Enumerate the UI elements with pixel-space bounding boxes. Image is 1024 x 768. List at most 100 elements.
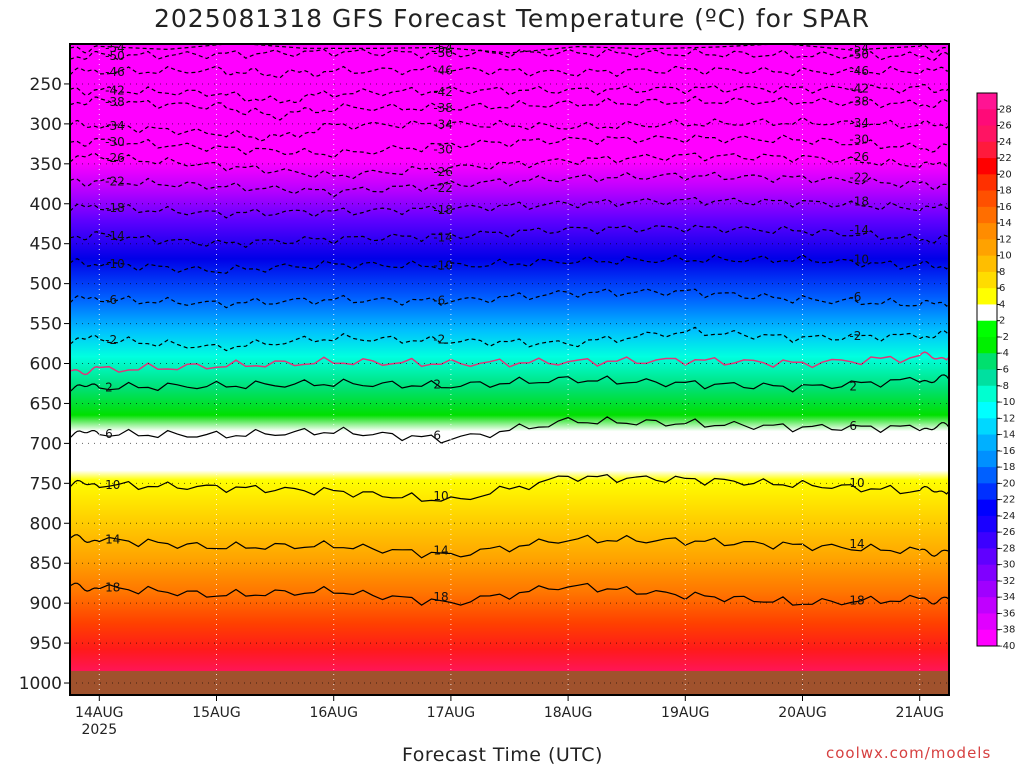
contour-label: -34 [433, 118, 453, 132]
colorbar-swatch [977, 369, 997, 387]
colorbar-label: -16 [999, 446, 1015, 457]
y-tick-label: 300 [30, 115, 62, 135]
contour-label: -22 [849, 170, 869, 184]
x-tick-label: 16AUG [309, 705, 358, 721]
colorbar-swatch [977, 320, 997, 338]
y-tick-label: 650 [30, 394, 62, 414]
contour-label: 14 [849, 537, 864, 551]
y-tick-label: 1000 [19, 674, 62, 694]
x-tick-label: 15AUG [192, 705, 241, 721]
contour-label: 10 [105, 478, 120, 492]
colorbar-swatch [977, 353, 997, 370]
contour-line [70, 134, 949, 159]
colorbar-swatch [977, 499, 997, 517]
y-tick-label: 500 [30, 275, 62, 295]
contour-label: 2 [105, 380, 113, 394]
contour-label: -30 [849, 132, 869, 146]
colorbar-swatch [977, 515, 997, 533]
colorbar-swatch [977, 532, 997, 549]
contour-label: -34 [849, 116, 869, 130]
contour-label: -42 [105, 83, 125, 97]
contour-label: 2 [433, 378, 441, 392]
contour-label: -10 [849, 253, 869, 267]
contour-label: 10 [433, 489, 448, 503]
colorbar-swatch [977, 223, 997, 240]
contour-label: 14 [105, 533, 120, 547]
y-tick-label: 450 [30, 235, 62, 255]
contour-label: -2 [433, 333, 445, 347]
colorbar-swatch [977, 158, 997, 175]
colorbar-label: -18 [999, 462, 1015, 473]
contour-label: -26 [849, 150, 869, 164]
colorbar-swatch [977, 206, 997, 224]
colorbar-label: -36 [999, 608, 1015, 619]
contour-line [70, 171, 949, 198]
contour-label: -6 [849, 290, 861, 304]
colorbar-swatch [977, 174, 997, 192]
colorbar-swatch [977, 304, 997, 322]
colorbar-label: -22 [999, 495, 1015, 506]
colorbar-swatch [977, 597, 997, 614]
colorbar-swatch [977, 450, 997, 468]
x-tick-label: 17AUG [427, 705, 476, 721]
colorbar-swatch [977, 613, 997, 631]
contour-label: -22 [433, 181, 453, 195]
colorbar-swatch [977, 141, 997, 159]
colorbar-label: -34 [999, 592, 1015, 603]
contour-line [70, 374, 949, 393]
colorbar-swatch [977, 548, 997, 566]
colorbar-swatch [977, 239, 997, 257]
contour-line [70, 473, 949, 502]
grid-layer [70, 44, 949, 695]
contour-label: -38 [105, 95, 125, 109]
colorbar-label: 4 [999, 299, 1005, 310]
contour-line [70, 351, 949, 376]
x-axis-label: Forecast Time (UTC) [402, 744, 603, 766]
contour-label: 10 [849, 476, 864, 490]
contour-label: -14 [433, 230, 453, 244]
contour-label: 14 [433, 543, 448, 557]
credit-link[interactable]: coolwx.com/models [826, 744, 992, 762]
colorbar-swatch [977, 434, 997, 452]
contour-layer [70, 44, 949, 606]
colorbar-label: 24 [999, 137, 1012, 148]
contour-label: 6 [433, 428, 441, 442]
colorbar-label: 26 [999, 121, 1012, 132]
contour-line [70, 224, 949, 249]
colorbar-swatch [977, 255, 997, 273]
colorbar-swatch [977, 109, 997, 127]
contour-label: -42 [433, 85, 453, 99]
chart-title: 2025081318 GFS Forecast Temperature (ºC)… [153, 4, 870, 33]
colorbar-label: -32 [999, 576, 1015, 587]
contour-label: -22 [105, 175, 125, 189]
x-tick-label: 21AUG [895, 705, 944, 721]
colorbar-label: 2 [999, 316, 1005, 327]
colorbar-label: -6 [999, 365, 1009, 376]
contour-label: -38 [849, 95, 869, 109]
colorbar-label: -24 [999, 511, 1015, 522]
y-tick-label: 850 [30, 554, 62, 574]
colorbar-label: -2 [999, 332, 1009, 343]
colorbar-label: 12 [999, 234, 1012, 245]
contour-label: -6 [433, 293, 445, 307]
colorbar-swatch [977, 190, 997, 208]
contour-label: -50 [105, 49, 125, 63]
contour-label: 2 [849, 379, 857, 393]
contour-label: -14 [849, 223, 869, 237]
colorbar-label: 16 [999, 202, 1012, 213]
contour-label: -18 [105, 201, 125, 215]
colorbar-swatch [977, 336, 997, 354]
contour-label: -10 [433, 258, 453, 272]
contour-label: -6 [105, 293, 117, 307]
contour-line [70, 83, 949, 104]
colorbar-swatch [977, 402, 997, 419]
contour-line [70, 288, 949, 309]
x-axis: 14AUG 15AUG 16AUG 17AUG 18AUG 19AUG 20AUG 21AUG… [75, 695, 944, 738]
contour-line [70, 582, 949, 606]
colorbar-swatch [977, 467, 997, 484]
colorbar-label: -14 [999, 430, 1015, 441]
y-tick-label: 750 [30, 474, 62, 494]
contour-label: -46 [849, 64, 869, 78]
colorbar-label: 28 [999, 104, 1012, 115]
